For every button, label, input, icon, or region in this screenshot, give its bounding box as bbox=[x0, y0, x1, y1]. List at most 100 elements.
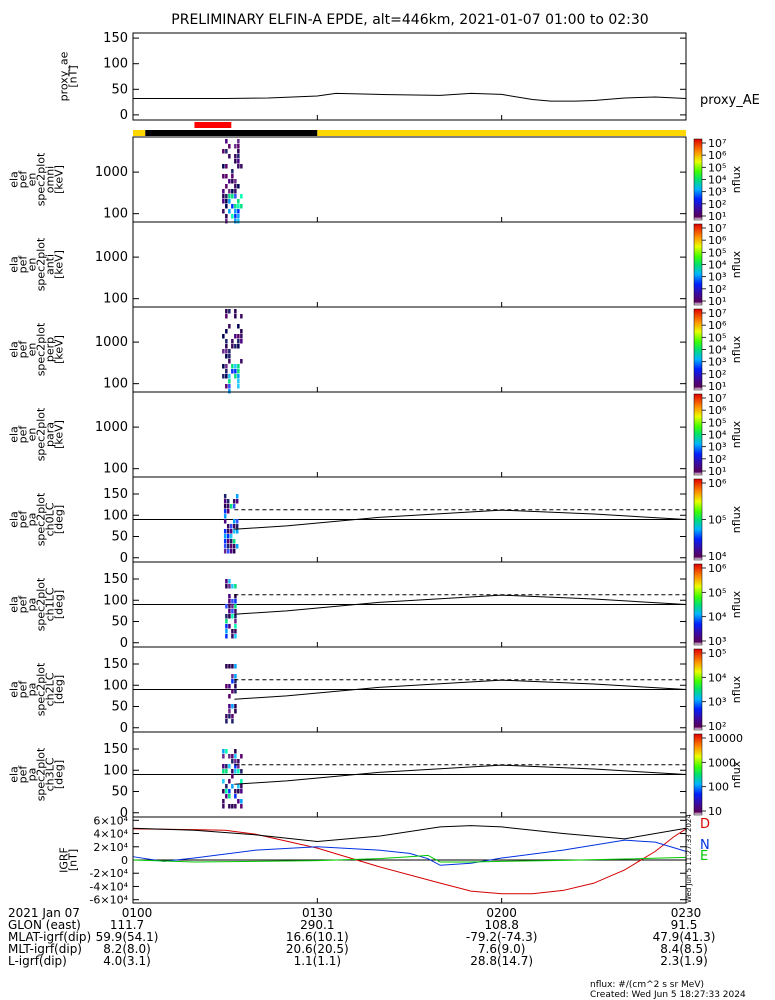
date-label: 2021 Jan 07 bbox=[8, 906, 80, 920]
ephemeris-value: 8.2(8.0) bbox=[103, 942, 151, 956]
panel-frame bbox=[132, 816, 687, 904]
spectrogram-pixel bbox=[222, 189, 225, 194]
orbit-status-bar bbox=[133, 122, 686, 136]
spectrogram-pixel bbox=[231, 714, 234, 719]
spectrogram-pixel bbox=[226, 524, 230, 529]
spectrogram-pixel bbox=[225, 354, 228, 359]
loss-cone-line bbox=[234, 679, 687, 700]
spectrogram-pixel bbox=[225, 174, 228, 179]
units-note: nflux: #/(cm^2 s sr MeV) bbox=[590, 980, 704, 990]
ytick-label: 50 bbox=[111, 785, 128, 800]
colorbar-tick-label: 10000 bbox=[708, 732, 743, 745]
ytick-label: 0 bbox=[120, 636, 128, 651]
ephemeris-value: -79.2(-74.3) bbox=[466, 930, 537, 944]
spectrogram-pixel bbox=[229, 534, 233, 539]
spectrogram-pixel bbox=[225, 364, 228, 369]
spectrogram-pixel bbox=[228, 684, 231, 689]
panel-frame bbox=[132, 306, 687, 393]
panel-pa_spec2plot_ch3LC: elapefpaspec2plotch3LC[deg] 0 50 100 150 10 10… bbox=[8, 731, 743, 821]
panel-igrf: IGRF[nT] -6×10⁴-4×10⁴-2×10⁴02×10⁴4×10⁴6×1… bbox=[58, 814, 711, 906]
series-total-line bbox=[132, 825, 687, 842]
ylabel-line: ela bbox=[8, 681, 21, 698]
colorbar-tick-label: 10¹ bbox=[708, 380, 726, 393]
spectrogram-pixel bbox=[231, 179, 234, 184]
spectrogram-pixel bbox=[231, 784, 234, 789]
spectrogram-pixel bbox=[228, 694, 231, 699]
spectrogram-pixel bbox=[225, 629, 228, 634]
spectrogram-pixel bbox=[231, 674, 234, 679]
ytick-label: 150 bbox=[103, 487, 128, 502]
panel-en_spec2plot_anti: elapefenspec2plotanti[keV]100100010¹10²1… bbox=[8, 221, 743, 308]
series-d-line bbox=[132, 828, 687, 895]
spectrogram-pixel bbox=[225, 619, 228, 624]
spectrogram-pixel bbox=[234, 159, 237, 164]
spectrogram-pixel bbox=[237, 139, 240, 144]
ylabel-igrf: IGRF[nT] bbox=[58, 847, 80, 873]
spectrogram-pixel bbox=[228, 764, 231, 769]
ytick-label: 100 bbox=[103, 508, 128, 523]
spectrogram-pixel bbox=[225, 769, 228, 774]
ephemeris-row-label: GLON (east) bbox=[8, 918, 81, 932]
spectrogram-pixel bbox=[237, 204, 240, 209]
spectrogram-pixel bbox=[228, 359, 231, 364]
spectrogram-pixel bbox=[223, 499, 227, 504]
spectrogram-pixel bbox=[231, 769, 234, 774]
spectrogram-pixel bbox=[240, 804, 243, 809]
spectrogram-pixel bbox=[223, 534, 227, 539]
spectrogram-pixel bbox=[228, 309, 231, 314]
spectrogram-pixel bbox=[222, 804, 225, 809]
spectrogram-pixel bbox=[228, 794, 231, 799]
spectrogram-pixel bbox=[231, 759, 234, 764]
spectrogram-pixel bbox=[222, 149, 225, 154]
spectrogram-pixel bbox=[240, 164, 243, 169]
colorbar-label: nflux bbox=[730, 505, 743, 533]
ytick-label: 1000 bbox=[95, 420, 128, 435]
ylabel-line: en bbox=[26, 343, 39, 357]
spectrogram-pixel bbox=[225, 184, 228, 189]
spectrogram-pixel bbox=[229, 529, 233, 534]
ylabel-line: pef bbox=[17, 425, 30, 444]
colorbar-label: nflux bbox=[730, 335, 743, 363]
colorbar-tick-label: 10 bbox=[708, 805, 722, 818]
spectrogram-pixel bbox=[226, 539, 230, 544]
spectrogram-pixel bbox=[228, 584, 231, 589]
spectrogram-pixel bbox=[231, 679, 234, 684]
spectrogram-pixel bbox=[231, 754, 234, 759]
spectrogram-pixel bbox=[237, 164, 240, 169]
ytick-label: 100 bbox=[103, 207, 128, 222]
spectrogram-pixel bbox=[222, 769, 225, 774]
ephemeris-value: 8.4(8.5) bbox=[660, 942, 708, 956]
colorbar bbox=[693, 138, 703, 221]
spectrogram-pixel bbox=[228, 179, 231, 184]
spectrogram-pixel bbox=[228, 209, 231, 214]
spectrogram-pixel bbox=[225, 374, 228, 379]
spectrogram-pixel bbox=[228, 194, 231, 199]
spectrogram-pixel bbox=[232, 539, 236, 544]
ephemeris-value: 1.1(1.1) bbox=[294, 954, 342, 968]
spectrogram-pixel bbox=[225, 719, 228, 724]
spectrogram-pixel bbox=[240, 329, 243, 334]
ephemeris-value: 16.6(10.1) bbox=[286, 930, 349, 944]
ephemeris-value: 111.7 bbox=[110, 918, 144, 932]
ephemeris-value: 290.1 bbox=[300, 918, 334, 932]
colorbar-tick-label: 10³ bbox=[708, 271, 726, 284]
spectrogram-pixel bbox=[226, 499, 230, 504]
colorbar-tick-label: 10⁴ bbox=[708, 550, 727, 563]
colorbar-tick-label: 10⁴ bbox=[708, 429, 727, 442]
panel-en_spec2plot_perp: elapefenspec2plotperp[keV]100100010¹10²1… bbox=[8, 306, 743, 394]
spectrogram-pixel bbox=[222, 364, 225, 369]
colorbar-tick-label: 10² bbox=[708, 198, 726, 211]
spectrogram-pixel bbox=[234, 679, 237, 684]
spectrogram-pixel bbox=[237, 324, 240, 329]
ylabel-line: proxy_ae bbox=[58, 51, 71, 101]
footer-layer: nflux: #/(cm^2 s sr MeV) Created: Wed Ju… bbox=[8, 814, 746, 1000]
spectrogram-pixel bbox=[225, 149, 228, 154]
ytick-label: 100 bbox=[103, 292, 128, 307]
colorbar-tick-label: 10⁶ bbox=[708, 319, 727, 332]
spectrogram-pixel bbox=[237, 334, 240, 339]
spectrogram-pixel bbox=[235, 494, 239, 499]
ylabel-line: ch1LC bbox=[44, 587, 57, 621]
spectrogram-pixel bbox=[234, 664, 237, 669]
spectrogram-pixel bbox=[225, 339, 228, 344]
colorbar-tick-label: 10⁶ bbox=[708, 149, 727, 162]
